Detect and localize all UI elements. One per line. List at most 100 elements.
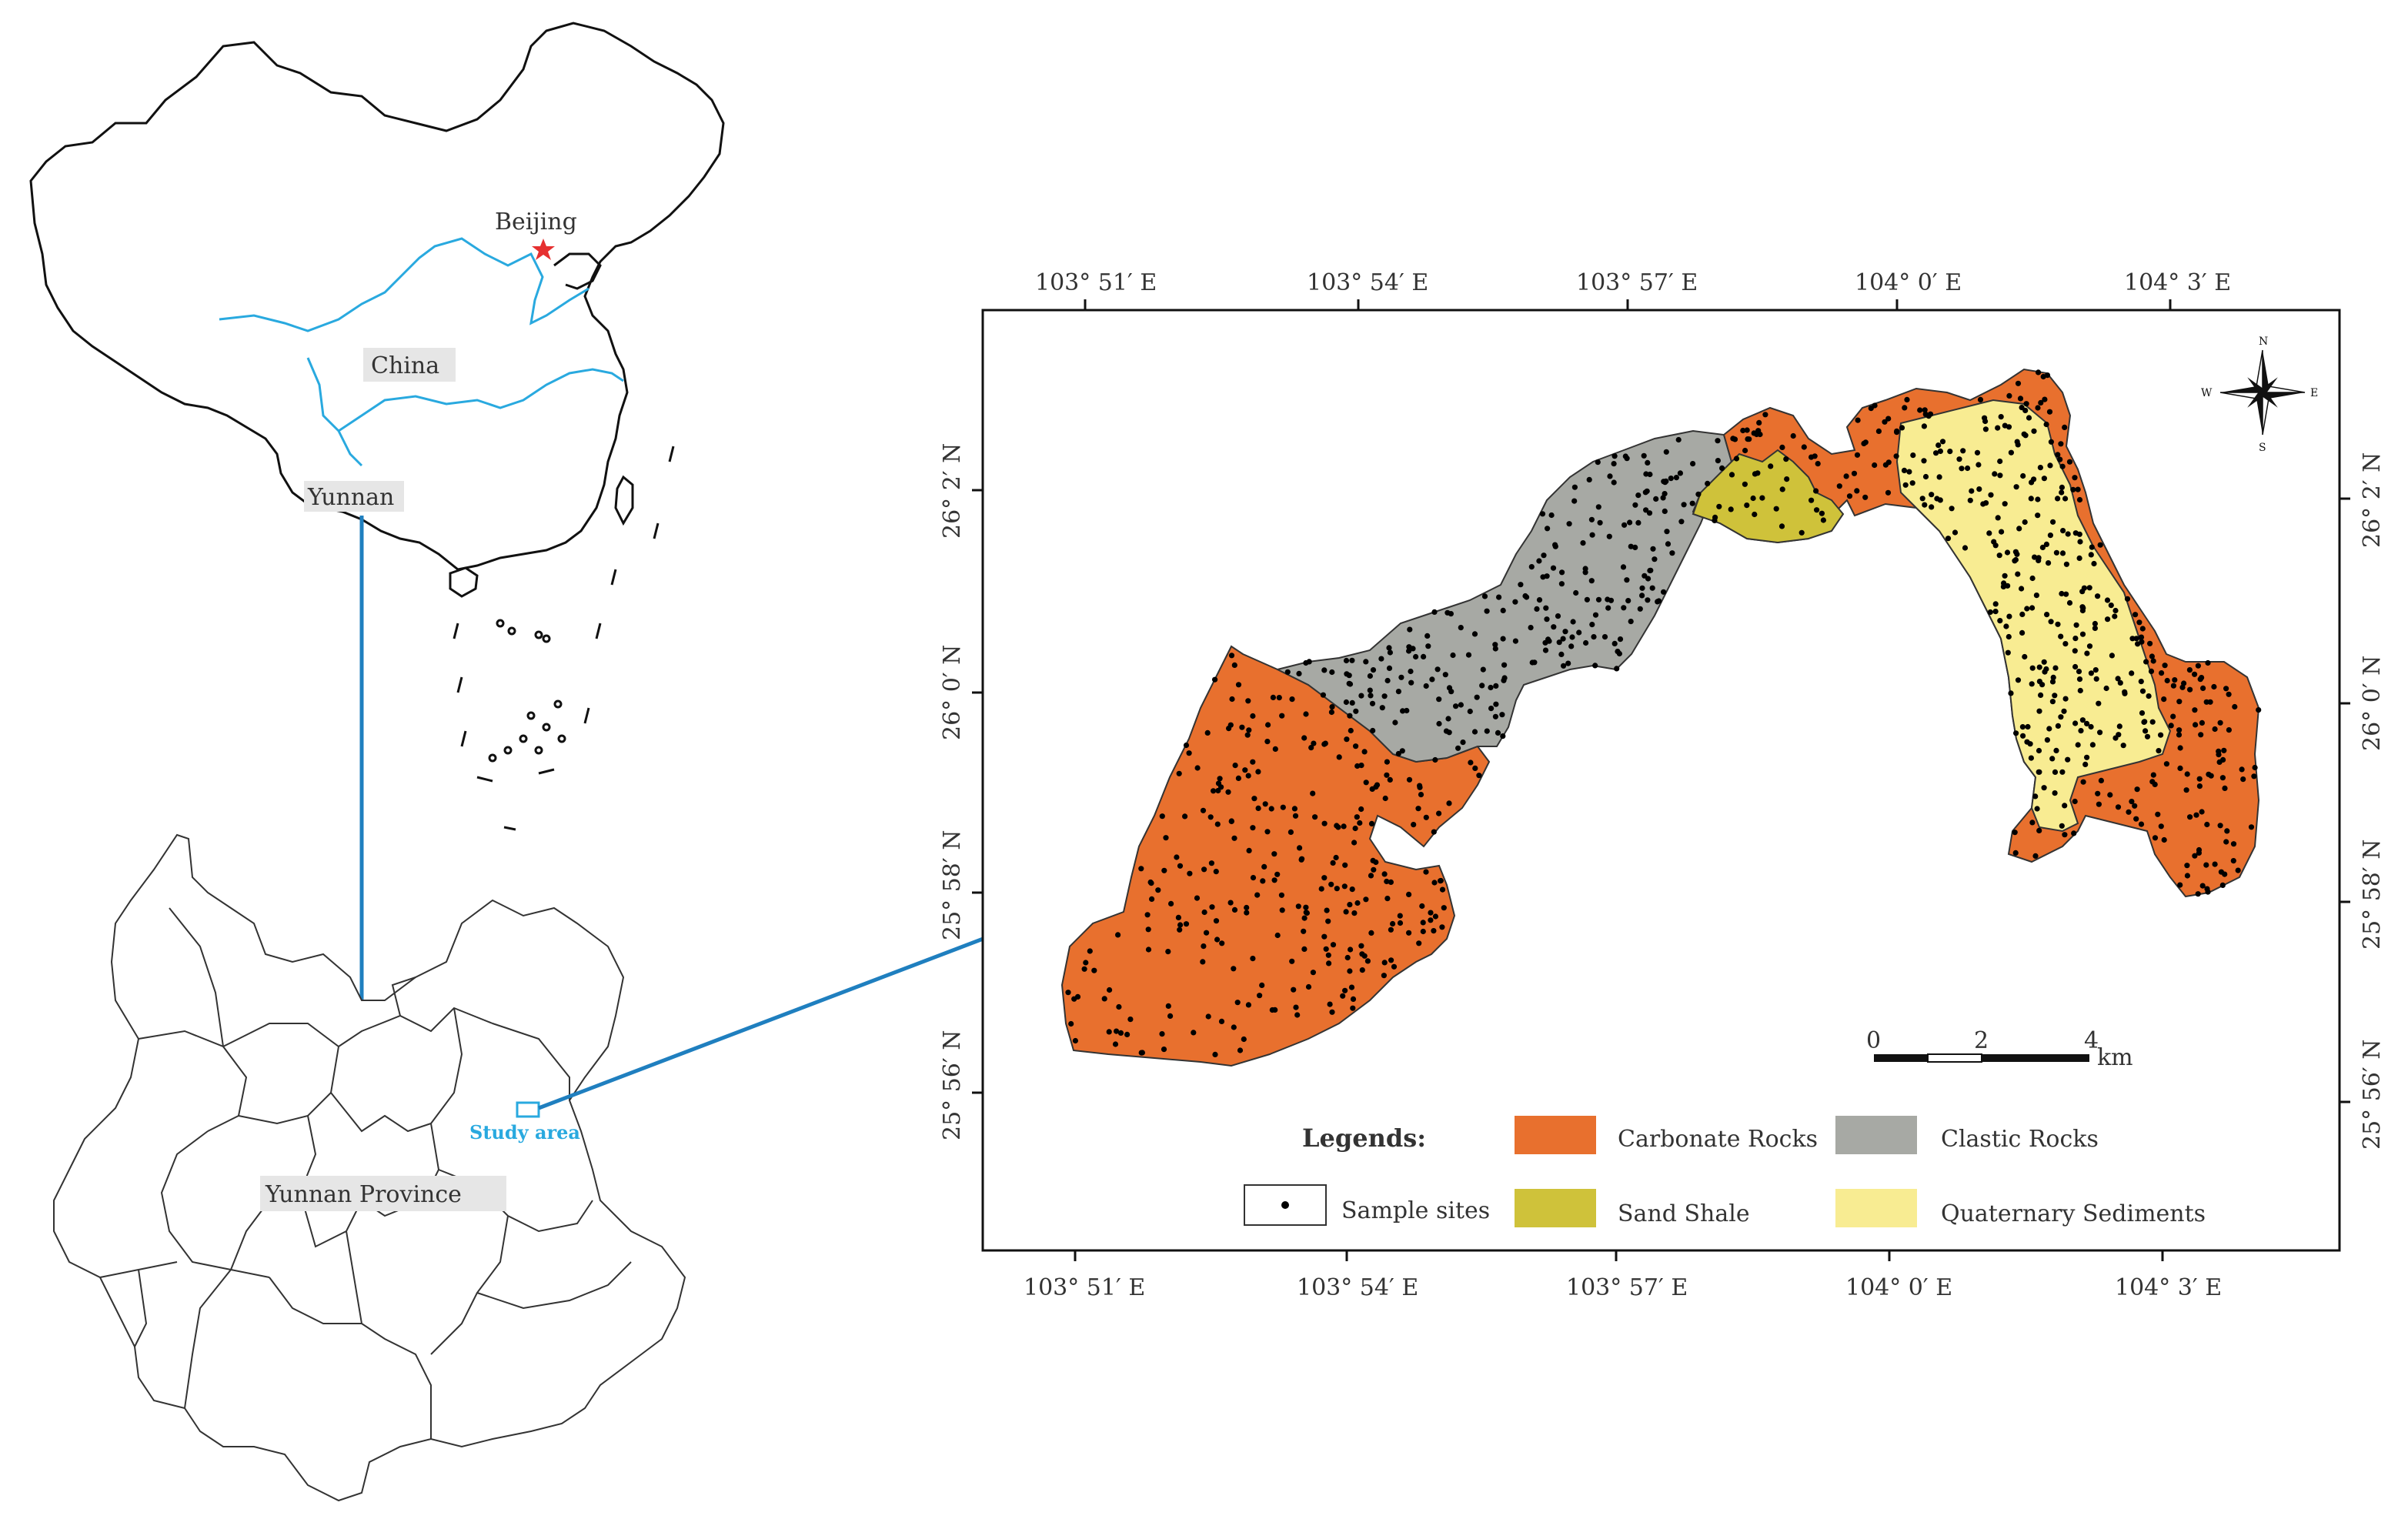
sample-site-dot <box>1107 987 1113 993</box>
sample-site-dot <box>2248 824 2255 830</box>
sample-site-dot <box>1367 687 1373 693</box>
sample-site-dot <box>2059 463 2066 469</box>
sample-site-dot <box>1264 829 1271 835</box>
sample-site-dot <box>1310 970 1316 976</box>
sample-site-dot <box>1416 940 1422 946</box>
sample-site-dot <box>2006 424 2012 430</box>
sample-site-dot <box>1592 612 1599 618</box>
sample-site-dot <box>2092 625 2098 632</box>
sample-site-dot <box>2226 691 2232 697</box>
sample-site-dot <box>1391 963 1398 970</box>
sample-site-dot <box>1573 589 1579 596</box>
sample-site-dot <box>2142 728 2149 734</box>
sample-site-dot <box>1645 459 1651 466</box>
sample-site-dot <box>1518 582 1524 588</box>
sample-site-dot <box>2049 756 2056 762</box>
sample-site-dot <box>2196 846 2203 853</box>
sample-site-dot <box>1115 932 1121 938</box>
sample-site-dot <box>1855 417 1861 423</box>
sample-site-dot <box>1368 873 1374 879</box>
sample-site-dot <box>1545 526 1551 532</box>
sample-site-dot <box>1790 432 1796 439</box>
bottom-tick-1: 103° 54′ E <box>1297 1274 1418 1301</box>
sample-site-dot <box>1809 497 1815 503</box>
sample-site-dot <box>1929 492 1935 498</box>
sample-site-dot <box>1632 502 1638 508</box>
sample-site-dot <box>1231 662 1237 669</box>
sample-site-dot <box>1425 643 1431 649</box>
sample-site-dot <box>2120 743 2126 749</box>
sample-site-dot <box>2150 772 2156 778</box>
legend-swatch-carbonate <box>1515 1116 1596 1154</box>
sample-site-dot <box>1438 878 1444 884</box>
sample-site-dot <box>1359 951 1365 957</box>
sample-site-dot <box>1229 696 1235 703</box>
sample-site-dot <box>1488 684 1494 691</box>
sample-site-dot <box>2037 465 2043 471</box>
sample-site-dot <box>1543 605 1549 611</box>
sample-site-dot <box>1750 495 1756 502</box>
sample-site-dot <box>2077 687 2083 694</box>
sample-site-dot <box>2062 641 2069 647</box>
sample-site-dot <box>2004 549 2011 556</box>
sample-site-dot <box>1500 733 1506 739</box>
sample-site-dot <box>2033 593 2039 599</box>
sample-site-dot <box>1250 825 1256 831</box>
taiwan-island <box>614 475 634 526</box>
sample-site-dot <box>1632 544 1638 551</box>
sample-site-dot <box>1601 634 1608 640</box>
sample-site-dot <box>2019 629 2026 636</box>
sample-site-dot <box>1353 743 1359 749</box>
sample-site-dot <box>1862 439 1869 446</box>
sample-site-dot <box>1194 895 1201 901</box>
sample-site-dot <box>1882 419 1888 425</box>
sample-site-dot <box>1540 574 1546 580</box>
sample-site-dot <box>1650 546 1656 552</box>
sample-site-dot <box>1936 474 1942 480</box>
sample-site-dot <box>1441 905 1447 911</box>
sample-site-dot <box>1270 694 1276 701</box>
sample-site-dot <box>1318 886 1324 892</box>
sample-site-dot <box>2224 828 2230 834</box>
sample-site-dot <box>2029 820 2036 826</box>
sample-site-dot <box>2187 814 2193 820</box>
sample-site-dot <box>1369 786 1375 792</box>
sample-site-dot <box>2211 683 2217 690</box>
sample-site-dot <box>1592 663 1598 669</box>
sample-site-dot <box>1205 1013 1211 1020</box>
sample-site-dot <box>2041 476 2047 482</box>
sample-site-dot <box>1759 495 1765 501</box>
sample-site-dot <box>2065 531 2071 537</box>
sample-site-dot <box>1628 619 1634 625</box>
sample-site-dot <box>2035 405 2041 411</box>
sample-site-dot <box>2043 421 2049 428</box>
sample-site-dot <box>2129 636 2136 642</box>
sample-site-dot <box>1382 795 1388 802</box>
sample-site-dot <box>1423 683 1429 689</box>
sample-site-dot <box>2149 719 2156 725</box>
sample-site-dot <box>1893 453 1899 459</box>
sample-site-dot <box>2002 501 2008 507</box>
sample-site-dot <box>1347 713 1353 719</box>
sample-site-dot <box>2016 526 2022 532</box>
sample-site-dot <box>2139 710 2146 716</box>
sample-site-dot <box>1446 729 1452 736</box>
sample-site-dot <box>2197 676 2203 683</box>
sample-site-dot <box>1681 502 1687 508</box>
sample-site-dot <box>1616 650 1622 657</box>
sample-site-dot <box>1992 471 1998 477</box>
sample-site-dot <box>1929 504 1935 510</box>
sample-site-dot <box>2112 613 2118 619</box>
sample-site-dot <box>2055 496 2061 502</box>
sample-site-dot <box>1255 769 1261 775</box>
sample-site-dot <box>1212 676 1218 683</box>
china-overview-map: Beijing China Yunnan <box>29 22 725 831</box>
sample-site-dot <box>1194 765 1201 771</box>
sample-site-dot <box>1303 910 1309 916</box>
sample-site-dot <box>2212 726 2218 733</box>
sample-site-dot <box>1352 825 1358 832</box>
sample-site-dot <box>2097 542 2103 548</box>
sample-site-dot <box>1986 530 1992 536</box>
sample-site-dot <box>2217 719 2223 726</box>
sample-site-dot <box>1289 696 1295 703</box>
